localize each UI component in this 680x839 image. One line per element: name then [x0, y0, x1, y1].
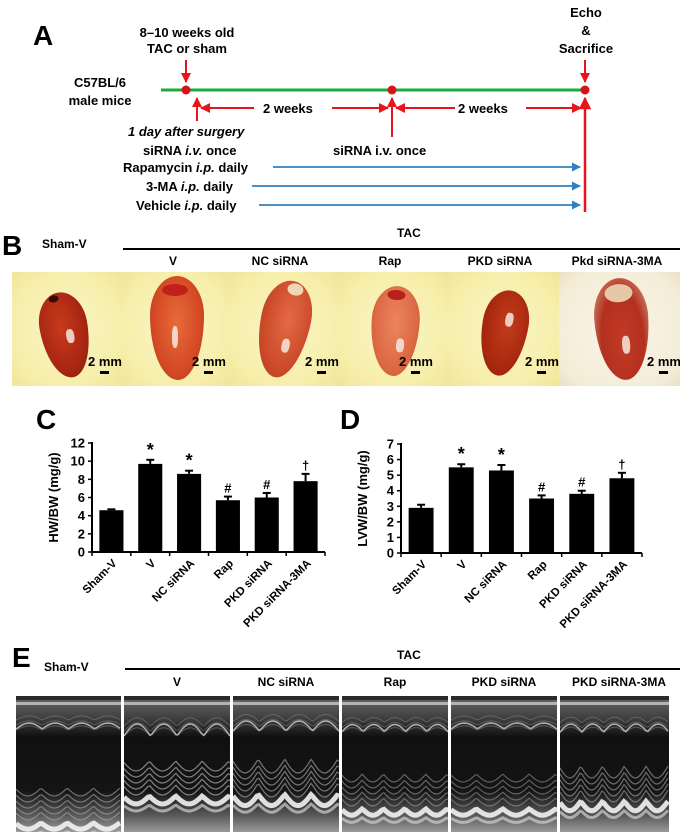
timepoint-dot: [580, 85, 590, 95]
svg-text:1: 1: [387, 530, 394, 545]
echo-mmode-pkd-sirna: [451, 696, 557, 832]
tac-group-line: [125, 668, 680, 670]
timepoint-dot: [387, 85, 397, 95]
surgery-label: 8–10 weeks old TAC or sham: [139, 25, 235, 56]
sirna-second-dose: siRNA i.v. once: [333, 143, 427, 158]
day1-label: 1 day after surgery: [128, 124, 245, 139]
treatment-vehicle: Vehicle i.p. daily: [136, 198, 237, 213]
svg-text:PKD siRNA-3MA: PKD siRNA-3MA: [242, 558, 314, 630]
svg-text:†: †: [302, 458, 309, 473]
svg-text:NC siRNA: NC siRNA: [150, 558, 197, 605]
svg-text:6: 6: [387, 452, 394, 467]
svg-text:HW/BW (mg/g): HW/BW (mg/g): [46, 452, 61, 542]
tac-label: TAC: [397, 648, 421, 662]
interval-1-label: 2 weeks: [263, 101, 313, 116]
echo-mmode-pkd-sirna-3ma: [560, 696, 669, 832]
svg-text:*: *: [186, 451, 193, 471]
svg-text:7: 7: [387, 437, 394, 452]
svg-text:*: *: [458, 444, 465, 464]
svg-text:PKD siRNA-3MA: PKD siRNA-3MA: [558, 559, 630, 631]
sirna-first-dose: siRNA i.v. once: [143, 143, 237, 158]
svg-text:4: 4: [78, 508, 86, 523]
column-label: V: [172, 675, 181, 689]
panel-b-letter: B: [2, 230, 23, 261]
bar: *V: [448, 444, 474, 573]
svg-text:#: #: [538, 479, 546, 494]
svg-text:*: *: [147, 440, 154, 460]
svg-text:2: 2: [78, 526, 85, 541]
strain-label: C57BL/6 male mice: [68, 75, 132, 108]
svg-text:V: V: [455, 558, 469, 572]
panel-d-letter: D: [340, 404, 361, 435]
echo-mmode-rap: [342, 696, 448, 832]
svg-text:NC siRNA: NC siRNA: [463, 559, 510, 606]
echo-mmode-sham: [16, 696, 121, 832]
heart-photo-pkd-sirna: 2 mm: [447, 272, 559, 386]
heart-photo-pkd-sirna-3ma: 2 mm: [559, 272, 680, 386]
svg-text:Sham-V: Sham-V: [81, 557, 120, 596]
endpoint-label: Echo & Sacrifice: [558, 5, 614, 56]
timeline-diagram: [161, 60, 592, 212]
svg-text:LVW/BW (mg/g): LVW/BW (mg/g): [355, 450, 370, 547]
svg-text:†: †: [618, 457, 625, 472]
svg-text:3: 3: [387, 499, 394, 514]
bar: # Rap: [212, 481, 240, 582]
svg-text:6: 6: [78, 490, 85, 505]
heart-photo-rap: 2 mm: [339, 272, 447, 386]
treatment-3ma: 3-MA i.p. daily: [146, 179, 233, 194]
column-label: Rap: [378, 254, 402, 268]
bar: † PKD siRNA-3MA: [242, 458, 318, 630]
svg-text:#: #: [263, 477, 271, 492]
timepoint-dot: [181, 85, 191, 95]
panel-e-letter: E: [12, 642, 31, 673]
svg-text:#: #: [578, 475, 586, 490]
svg-text:Rap: Rap: [526, 559, 550, 583]
panel-c-letter: C: [36, 404, 57, 435]
svg-text:Sham-V: Sham-V: [390, 558, 429, 597]
column-label: PKD siRNA-3MA: [571, 675, 666, 689]
column-label: NC siRNA: [251, 254, 309, 268]
tac-label: TAC: [397, 226, 421, 240]
svg-text:Rap: Rap: [212, 558, 236, 582]
svg-text:V: V: [144, 557, 158, 571]
svg-text:4: 4: [387, 483, 395, 498]
bar: # Rap: [526, 479, 555, 583]
column-label: Rap: [383, 675, 407, 689]
treatment-rapamycin: Rapamycin i.p. daily: [123, 160, 249, 175]
column-label: PKD siRNA: [467, 254, 533, 268]
bar: *V: [138, 440, 163, 572]
column-label: PKD siRNA: [471, 675, 537, 689]
svg-text:0: 0: [78, 545, 85, 560]
panel-a-letter: A: [33, 20, 54, 51]
heart-photo-v: 2 mm: [122, 272, 229, 386]
svg-text:5: 5: [387, 468, 394, 483]
sham-label: Sham-V: [42, 237, 87, 251]
column-label: V: [168, 254, 177, 268]
heart-photo-sham: 2 mm: [12, 272, 122, 386]
echo-mmode-nc-sirna: [233, 696, 339, 832]
heart-photo-nc-sirna: 2 mm: [229, 272, 339, 386]
svg-text:10: 10: [71, 454, 85, 469]
svg-text:0: 0: [387, 546, 394, 561]
tac-group-line: [123, 248, 680, 250]
column-label: Pkd siRNA-3MA: [571, 254, 663, 268]
svg-text:12: 12: [71, 436, 85, 451]
svg-text:*: *: [498, 445, 505, 465]
sham-label: Sham-V: [44, 660, 89, 674]
svg-text:2: 2: [387, 514, 394, 529]
echo-mmode-v: [124, 696, 230, 832]
svg-text:#: #: [224, 481, 232, 496]
svg-text:8: 8: [78, 472, 85, 487]
column-label: NC siRNA: [257, 675, 315, 689]
interval-2-label: 2 weeks: [458, 101, 508, 116]
bar: Sham-V: [390, 503, 434, 597]
